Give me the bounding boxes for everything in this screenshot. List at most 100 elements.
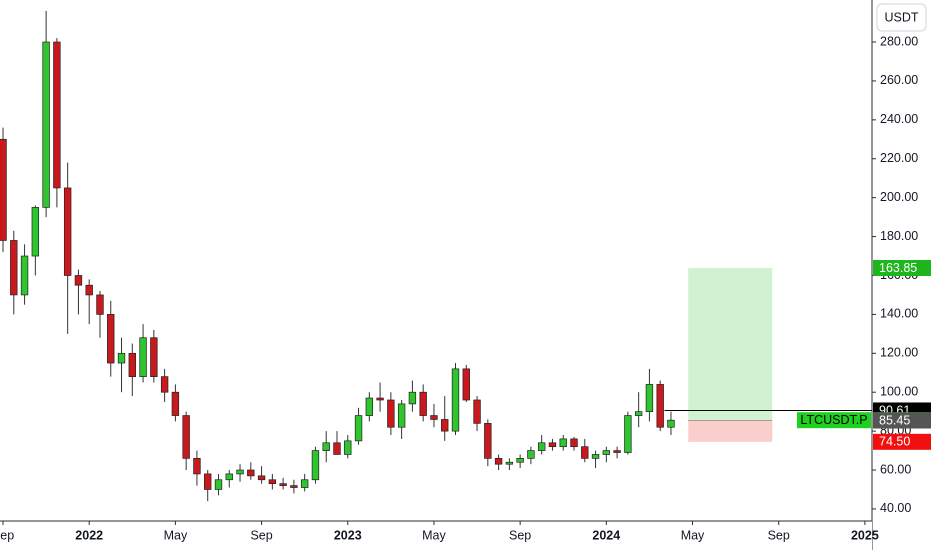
candle-body (311, 450, 320, 481)
candle-body (10, 240, 18, 296)
price-tag-label: 74.50 (879, 435, 910, 449)
candle-body (473, 399, 481, 424)
candle-body (387, 399, 395, 428)
candle-body (667, 419, 675, 428)
candle-body (408, 391, 417, 405)
plot-area (0, 10, 872, 502)
price-tag (873, 433, 931, 450)
candle-body (53, 41, 61, 189)
y-tick-label: 280.00 (880, 34, 918, 48)
x-tick-label: Sep (250, 528, 272, 542)
candle-body (581, 446, 589, 459)
candle-body (354, 415, 363, 442)
symbol-tag (797, 412, 871, 429)
symbol-tag-label: LTCUSDT.P (800, 413, 867, 427)
candle-body (527, 450, 535, 459)
price-tag (873, 259, 931, 276)
candle-body (96, 294, 104, 315)
candle-body (591, 454, 600, 459)
loss-zone (688, 420, 773, 442)
candle-body (430, 415, 438, 420)
candle-body (42, 41, 50, 208)
candle-body (236, 469, 244, 475)
candle-body (344, 440, 352, 455)
candle-body (150, 337, 158, 377)
y-tick-label: 200.00 (880, 190, 918, 204)
x-tick-label: May (164, 528, 188, 542)
price-tag-label: 85.45 (879, 413, 910, 427)
x-tick-label: May (422, 528, 446, 542)
candle-body (214, 479, 223, 490)
candle-body (624, 415, 632, 453)
y-tick-label: 120.00 (880, 346, 918, 360)
candle-body (559, 438, 567, 448)
candle-body (602, 450, 611, 455)
candle-body (656, 384, 664, 428)
candle-body (31, 207, 40, 257)
profit-zone (688, 267, 773, 421)
x-tick-label: Sep (768, 528, 790, 542)
candle-body (333, 442, 341, 455)
candle-body (117, 352, 126, 364)
candle-body (20, 255, 29, 296)
x-tick-label: 2022 (75, 528, 103, 542)
candle-body (128, 352, 136, 377)
candle-body (322, 442, 330, 451)
candle-body (613, 450, 621, 453)
candle-body (290, 485, 298, 488)
candle-body (107, 314, 115, 364)
candle-body (494, 458, 503, 465)
candle-body (257, 475, 266, 481)
x-tick-label: 2025 (851, 528, 879, 542)
candle-body (300, 479, 309, 488)
candle-body (225, 473, 233, 481)
y-tick-label: 60.00 (880, 462, 911, 476)
candle-body (0, 138, 7, 241)
candle-body (537, 442, 546, 451)
candle-body (484, 422, 492, 459)
candle-body (247, 469, 255, 477)
y-tick-label: 180.00 (880, 229, 918, 243)
y-tick-label: 220.00 (880, 151, 918, 165)
candle-body (451, 368, 460, 432)
candle-body (441, 419, 449, 432)
candle-body (634, 411, 643, 416)
candle-body (397, 403, 406, 428)
x-tick-label: Sep (0, 528, 14, 542)
price-tag (873, 412, 931, 429)
currency-button[interactable] (876, 3, 927, 32)
candle-body (85, 284, 93, 296)
candle-body (204, 473, 212, 490)
x-tick-label: May (681, 528, 705, 542)
candle-body (182, 415, 190, 459)
candle-body (570, 438, 578, 448)
candle-body (505, 461, 514, 465)
candle-body (376, 397, 384, 401)
candle-body (160, 376, 169, 393)
candle-body (171, 391, 180, 416)
y-tick-label: 240.00 (880, 112, 918, 126)
candle-body (645, 384, 654, 413)
y-tick-label: 40.00 (880, 501, 911, 515)
time-axis-panel (0, 521, 872, 550)
y-tick-label: 100.00 (880, 385, 918, 399)
candle-body (462, 368, 470, 401)
candle-body (268, 479, 277, 484)
candle-body (548, 442, 557, 448)
candle-body (365, 397, 374, 416)
axes: 40.0060.0080.00100.00120.00140.00160.001… (0, 34, 931, 542)
candle-body (63, 187, 72, 276)
candle-body (419, 391, 427, 416)
x-tick-label: Sep (509, 528, 531, 542)
x-tick-label: 2024 (592, 528, 620, 542)
y-tick-label: 260.00 (880, 73, 918, 87)
candle-body (139, 337, 147, 377)
x-tick-label: 2023 (334, 528, 362, 542)
y-tick-label: 140.00 (880, 307, 918, 321)
currency-label: USDT (884, 10, 918, 24)
candle-body (74, 275, 83, 286)
candle-body (193, 458, 201, 475)
price-tag-label: 163.85 (879, 261, 917, 275)
